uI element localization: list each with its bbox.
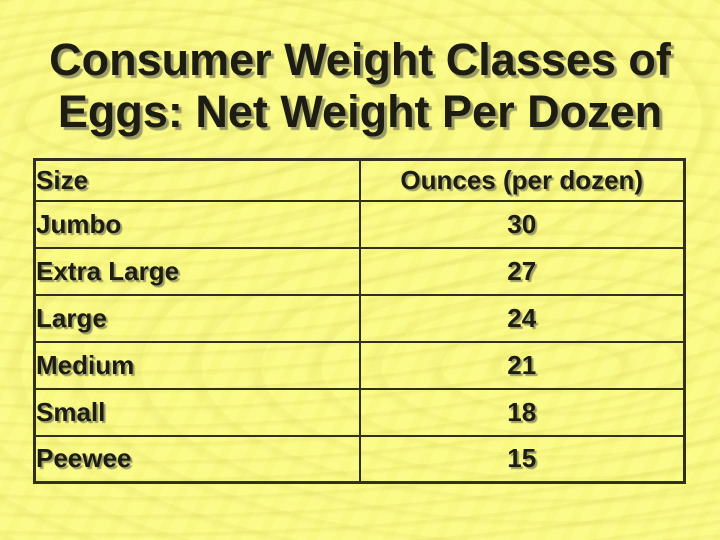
egg-weight-table: Size Ounces (per dozen) Jumbo 30 Extra L… bbox=[33, 158, 686, 484]
size-cell: Medium bbox=[33, 340, 361, 390]
size-column-header: Size bbox=[33, 158, 361, 202]
size-cell: Extra Large bbox=[33, 246, 361, 296]
table-row: Jumbo 30 bbox=[33, 199, 686, 249]
size-cell: Jumbo bbox=[33, 199, 361, 249]
ounces-cell: 30 bbox=[358, 199, 686, 249]
table-row: Large 24 bbox=[33, 293, 686, 343]
table-header-row: Size Ounces (per dozen) bbox=[33, 158, 686, 202]
ounces-cell: 21 bbox=[358, 340, 686, 390]
slide-title-line-1: Consumer Weight Classes of bbox=[49, 34, 671, 85]
table-row: Peewee 15 bbox=[33, 434, 686, 484]
ounces-cell: 18 bbox=[358, 387, 686, 437]
table-row: Extra Large 27 bbox=[33, 246, 686, 296]
table-row: Small 18 bbox=[33, 387, 686, 437]
slide-title-line-2: Eggs: Net Weight Per Dozen bbox=[57, 86, 663, 137]
slide-title: Consumer Weight Classes of Eggs: Net Wei… bbox=[0, 34, 720, 138]
ounces-cell: 24 bbox=[358, 293, 686, 343]
ounces-cell: 27 bbox=[358, 246, 686, 296]
ounces-cell: 15 bbox=[358, 434, 686, 484]
size-cell: Large bbox=[33, 293, 361, 343]
size-cell: Small bbox=[33, 387, 361, 437]
ounces-column-header: Ounces (per dozen) bbox=[358, 158, 686, 202]
size-cell: Peewee bbox=[33, 434, 361, 484]
table-row: Medium 21 bbox=[33, 340, 686, 390]
